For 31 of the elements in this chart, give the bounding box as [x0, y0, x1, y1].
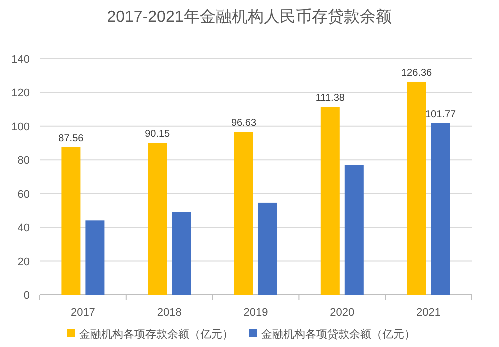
bar [320, 107, 340, 295]
x-tick-label: 2021 [416, 307, 442, 319]
y-tick-label: 20 [18, 256, 30, 268]
y-tick-label: 120 [12, 88, 30, 100]
bar [344, 165, 364, 295]
y-tick-label: 140 [12, 54, 30, 66]
data-label: 87.56 [58, 133, 84, 144]
legend-label: 金融机构各项存款余额（亿元） [80, 328, 234, 341]
data-label: 96.63 [231, 118, 257, 130]
x-tick-label: 2017 [70, 307, 96, 319]
y-tick-label: 0 [24, 290, 30, 302]
legend-label: 金融机构各项贷款余额（亿元） [262, 328, 416, 341]
y-tick-label: 80 [18, 155, 30, 168]
bar [234, 132, 254, 295]
bar [86, 220, 105, 295]
bar [62, 147, 81, 295]
x-tick-label: 2018 [157, 307, 182, 319]
chart-title: 2017-2021年金融机构人民币存贷款余额 [107, 8, 392, 26]
y-tick-label: 40 [18, 222, 30, 235]
bar [258, 202, 278, 295]
data-label: 126.36 [402, 68, 433, 79]
x-tick-label: 2020 [330, 307, 355, 319]
x-tick-label: 2019 [244, 307, 268, 319]
bar [431, 123, 450, 295]
data-label: 111.38 [316, 93, 346, 104]
bar [172, 212, 192, 295]
bar [407, 82, 426, 295]
y-tick-label: 100 [12, 121, 30, 134]
bar [148, 143, 168, 295]
data-label: 90.15 [145, 129, 171, 140]
y-tick-label: 60 [18, 188, 30, 201]
